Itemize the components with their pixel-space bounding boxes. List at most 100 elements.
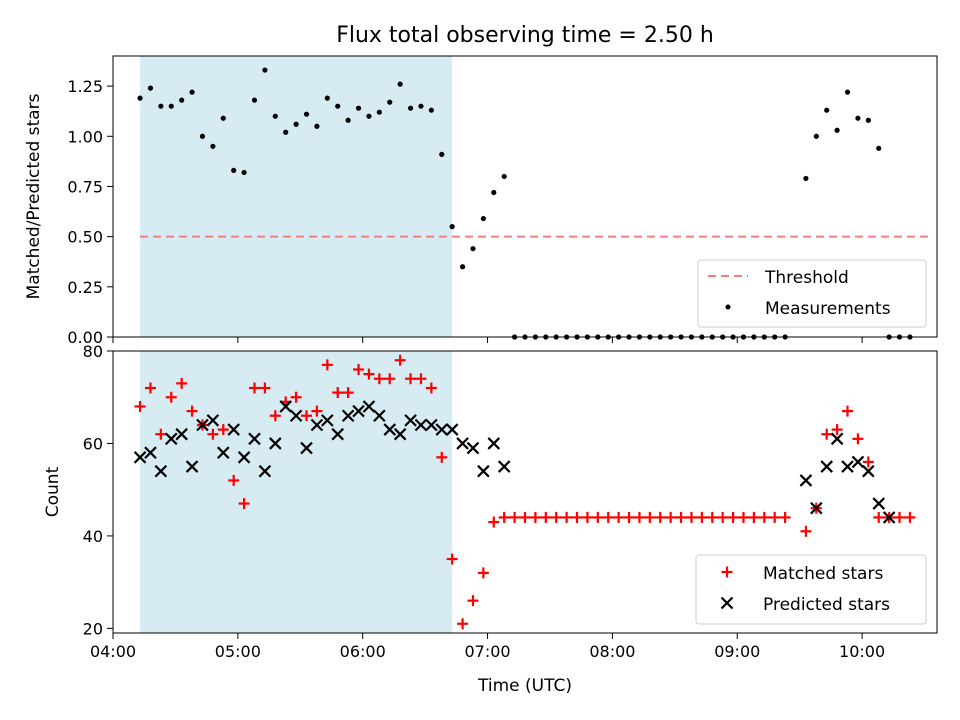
y-tick-label: 80 <box>83 342 103 361</box>
matched-star-point <box>540 511 552 523</box>
bottom-y-axis-ticks: 20 40 60 80 <box>83 342 113 638</box>
measurement-point <box>501 173 507 180</box>
matched-star-point <box>176 377 188 389</box>
matched-star-point <box>758 511 770 523</box>
matched-star-point <box>301 410 313 422</box>
matched-star-point <box>488 516 500 528</box>
matched-star-point <box>519 511 531 523</box>
matched-star-point <box>602 511 614 523</box>
matched-star-point <box>831 424 843 436</box>
measurement-point <box>876 145 882 151</box>
matched-star-point <box>332 387 344 399</box>
plus-marker <box>721 566 733 578</box>
matched-star-point <box>727 511 739 523</box>
measurement-point <box>397 81 403 87</box>
matched-star-point <box>457 618 469 630</box>
matched-star-point <box>415 373 427 385</box>
matched-star-point <box>217 424 229 436</box>
predicted-star-point <box>414 418 428 432</box>
predicted-star-point <box>269 437 282 450</box>
measurement-point <box>199 133 206 139</box>
predicted-star-point <box>425 418 438 432</box>
bottom-x-axis-ticks: 04:00 05:00 06:00 07:00 08:00 09:00 10:00 <box>90 633 885 661</box>
predicted-star-point <box>362 400 376 413</box>
matched-star-point <box>353 363 365 375</box>
y-tick-label: 60 <box>83 434 103 453</box>
matched-star-point <box>311 405 323 417</box>
matched-star-point <box>800 525 812 537</box>
matched-star-point <box>155 428 167 440</box>
matched-star-point <box>613 511 625 523</box>
predicted-star-point <box>321 414 334 427</box>
predicted-star-point <box>820 460 833 473</box>
predicted-star-point <box>227 423 240 436</box>
x-tick-label: 06:00 <box>340 642 386 661</box>
predicted-star-point <box>383 423 397 436</box>
matched-star-point <box>498 511 510 523</box>
measurement-point <box>158 103 164 109</box>
matched-star-point <box>248 382 260 394</box>
measurement-point <box>418 103 424 109</box>
x-marker <box>720 596 734 610</box>
y-tick-label: 0.00 <box>67 328 103 347</box>
matched-star-point <box>748 511 760 523</box>
measurement-point <box>439 151 445 157</box>
predicted-star-point <box>248 432 261 446</box>
bottom-panel: 20 40 60 80 04:00 05:00 06:00 07:00 08:00 09:00 1… <box>43 342 938 696</box>
matched-star-point <box>904 511 916 523</box>
matched-star-point <box>259 382 271 394</box>
measurement-point <box>147 85 154 91</box>
predicted-star-point <box>477 464 490 478</box>
top-y-axis-label: Matched/Predicted stars <box>24 93 44 299</box>
predicted-star-point <box>456 437 469 450</box>
y-tick-label: 20 <box>83 619 103 638</box>
matched-star-point <box>644 511 656 523</box>
matched-star-point <box>561 511 573 523</box>
predicted-stars-legend-label: Predicted stars <box>763 595 890 615</box>
measurement-point <box>824 107 830 113</box>
measurement-point <box>303 111 310 117</box>
matched-star-point <box>592 511 604 523</box>
measurement-point <box>470 246 476 252</box>
measurement-point <box>168 103 174 109</box>
predicted-star-point <box>393 427 407 441</box>
measurement-point <box>834 127 840 133</box>
matched-star-point <box>581 511 593 523</box>
measurement-point <box>293 121 299 127</box>
top-measurement-points <box>137 67 913 340</box>
x-axis-label: Time (UTC) <box>477 676 572 696</box>
matched-star-point <box>821 428 833 440</box>
matched-star-point <box>165 391 177 403</box>
matched-star-point <box>425 382 437 394</box>
predicted-stars-legend-marker <box>720 596 734 610</box>
measurement-point <box>179 97 185 103</box>
matched-star-point <box>665 511 677 523</box>
predicted-star-point <box>331 427 345 441</box>
predicted-stars-points <box>133 400 896 524</box>
matched-star-point <box>436 451 448 463</box>
measurement-point <box>272 113 278 119</box>
bottom-legend: Matched stars Predicted stars <box>695 554 927 625</box>
matched-star-point <box>228 474 240 486</box>
predicted-star-point <box>435 423 449 436</box>
matched-star-point <box>685 511 697 523</box>
measurements-legend-label: Measurements <box>765 299 891 319</box>
predicted-star-point <box>164 432 178 446</box>
measurement-point <box>355 105 362 111</box>
measurement-point <box>428 107 434 113</box>
predicted-star-point <box>872 497 886 510</box>
predicted-star-point <box>810 501 823 515</box>
predicted-star-point <box>279 400 292 413</box>
measurement-point <box>449 224 455 230</box>
matched-star-point <box>467 595 479 607</box>
predicted-star-point <box>289 409 303 422</box>
matched-star-point <box>654 511 666 523</box>
measurement-point <box>283 129 289 135</box>
x-tick-label: 09:00 <box>714 642 760 661</box>
measurement-point <box>459 264 466 270</box>
predicted-star-point <box>258 464 272 478</box>
measurement-point <box>189 89 195 95</box>
matched-star-point <box>769 511 781 523</box>
threshold-legend-label: Threshold <box>764 268 849 288</box>
